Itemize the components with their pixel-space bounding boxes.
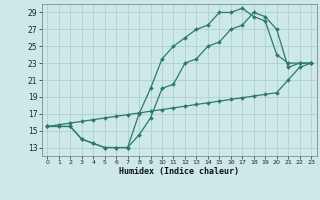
X-axis label: Humidex (Indice chaleur): Humidex (Indice chaleur) bbox=[119, 167, 239, 176]
